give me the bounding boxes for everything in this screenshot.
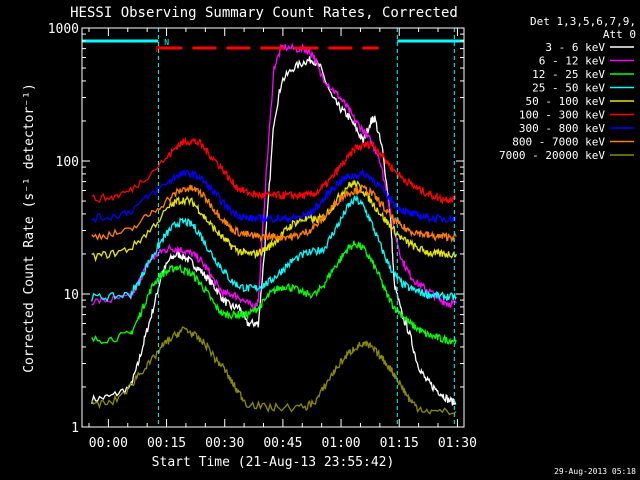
- series-line-5: [91, 179, 457, 263]
- flags-layer: NF: [82, 38, 464, 54]
- y-tick-label: 1: [71, 421, 79, 436]
- plot-frame: [81, 27, 465, 428]
- series-line-1: [91, 56, 457, 406]
- series-line-8: [91, 184, 457, 243]
- series-line-4: [91, 194, 457, 303]
- plot-area: NF: [82, 28, 464, 427]
- x-axis: 00:00 00:15 00:30 00:45 01:00 01:15 01:30: [88, 28, 477, 451]
- legend-entry-label: 6 - 12 keV: [539, 55, 606, 68]
- markers-layer: [157, 28, 455, 427]
- legend-entry-label: 12 - 25 keV: [532, 68, 605, 81]
- legend-entry-label: 50 - 100 keV: [526, 95, 606, 108]
- series-line-9: [91, 326, 457, 416]
- legend-entry-label: 25 - 50 keV: [532, 82, 605, 95]
- legend-entry-label: 100 - 300 keV: [519, 109, 605, 122]
- footer-timestamp: 29-Aug-2013 05:18: [554, 467, 636, 476]
- series-line-7: [91, 167, 457, 224]
- chart-title: HESSI Observing Summary Count Rates, Cor…: [70, 5, 458, 21]
- series-layer: [91, 42, 457, 416]
- x-tick-label: 00:45: [263, 436, 302, 451]
- x-tick-label: 00:15: [147, 436, 186, 451]
- x-tick-label: 01:30: [438, 436, 477, 451]
- y-tick-label: 1000: [48, 22, 79, 37]
- legend-entry-label: 800 - 7000 keV: [512, 136, 605, 149]
- y-axis-label: Corrected Count Rate (s⁻¹ detector⁻¹): [22, 83, 37, 373]
- series-line-3: [91, 240, 457, 345]
- series-line-2: [91, 42, 457, 312]
- y-tick-label: 100: [56, 155, 79, 170]
- x-tick-label: 01:15: [380, 436, 419, 451]
- x-tick-label: 00:00: [89, 436, 128, 451]
- x-tick-label: 01:00: [321, 436, 360, 451]
- legend-entry-label: 7000 - 20000 keV: [499, 149, 605, 162]
- flag-label-N: N: [164, 38, 169, 47]
- flag-label-F: F: [155, 45, 160, 54]
- legend-header: Det 1,3,5,6,7,9,: [530, 15, 636, 28]
- series-line-6: [91, 136, 457, 205]
- legend-header: Att 0: [603, 28, 636, 41]
- x-tick-label: 00:30: [205, 436, 244, 451]
- legend-entry-label: 300 - 800 keV: [519, 122, 605, 135]
- y-axis: 1 10 100 1000: [48, 22, 464, 436]
- y-tick-label: 10: [63, 288, 79, 303]
- x-axis-label: Start Time (21-Aug-13 23:55:42): [152, 455, 395, 470]
- legend-entry-label: 3 - 6 keV: [545, 41, 605, 54]
